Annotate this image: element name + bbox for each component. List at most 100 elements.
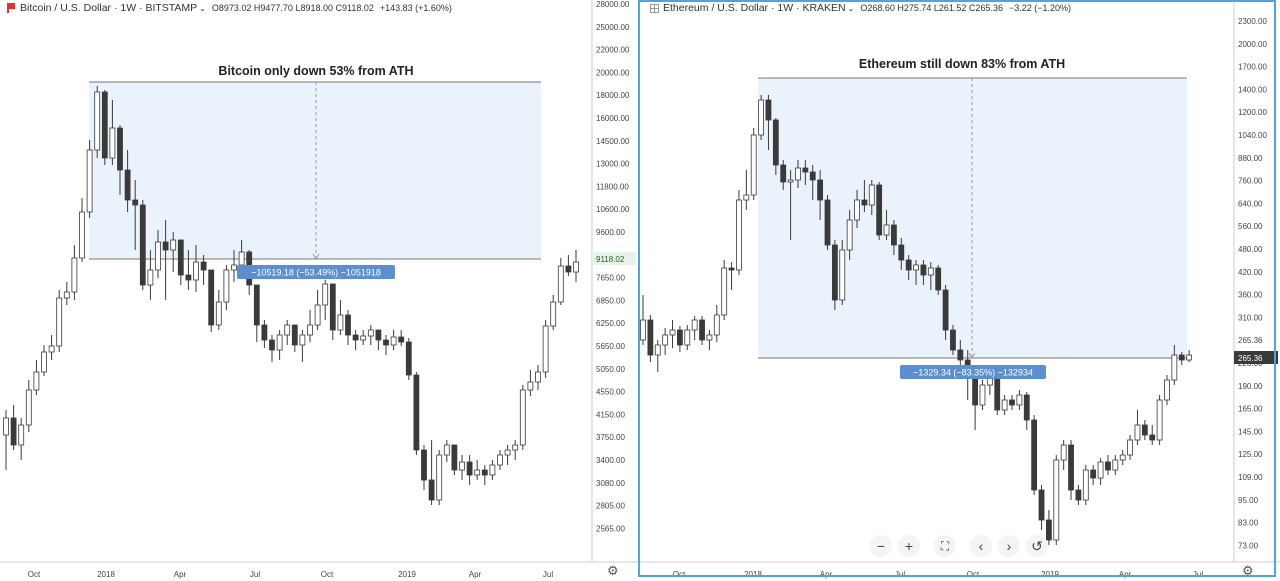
candle-body — [139, 204, 146, 286]
ethereum-chart-canvas[interactable]: 2300.00 2000.00 1700.00 1400.00 1200.00 1040.… — [638, 0, 1280, 581]
price-tick-label: 16000.00 — [596, 114, 630, 123]
price-tick-label: 880.00 — [1238, 154, 1263, 163]
candle-body — [451, 444, 458, 471]
bitcoin-chart-canvas[interactable]: 28000.00 25000.00 22000.00 20000.00 18000.00… — [0, 0, 638, 581]
gear-icon[interactable]: ⚙ — [1242, 563, 1254, 578]
candle-body — [772, 119, 779, 166]
last-price-tag: 265.36 — [1238, 354, 1263, 363]
zoom-out-button[interactable]: − — [870, 535, 892, 557]
candle-body — [208, 269, 215, 326]
candle-body — [170, 239, 177, 251]
price-tick-label: 190.00 — [1238, 382, 1263, 391]
candle-body — [550, 301, 557, 327]
price-tick-label: 73.00 — [1238, 541, 1259, 550]
price-tick-label: 5050.00 — [596, 365, 625, 374]
measure-arrow-head — [968, 352, 976, 359]
candle-body — [56, 297, 63, 347]
price-tick-label: 1700.00 — [1238, 63, 1267, 72]
candle-body — [337, 314, 344, 331]
time-tick-label: 2019 — [1041, 570, 1059, 579]
price-tick-label: 109.00 — [1238, 473, 1263, 482]
measure-label: −10519.18 (−53.49%) −1051918 — [251, 268, 381, 278]
price-tick-label: 95.00 — [1238, 496, 1259, 505]
candle-body — [713, 314, 720, 336]
candle-body — [573, 261, 579, 273]
candle-body — [935, 267, 942, 291]
candle-body — [1097, 461, 1104, 479]
candle-body — [1127, 439, 1133, 456]
zoom-in-button[interactable]: + — [898, 535, 920, 557]
candle-body — [699, 319, 705, 341]
candle-body — [535, 371, 541, 383]
candle-body — [1001, 399, 1008, 411]
bitcoin-chart-pane[interactable]: 28000.00 25000.00 22000.00 20000.00 18000.00… — [0, 0, 638, 581]
scroll-left-button[interactable]: ‹ — [970, 535, 992, 557]
candle-body — [1105, 461, 1111, 471]
candle-body — [124, 169, 131, 201]
flag-icon[interactable] — [6, 3, 16, 13]
last-price-tag-bg — [592, 252, 636, 265]
candle-body — [706, 334, 713, 341]
candle-body — [215, 301, 222, 326]
candle-body — [1156, 399, 1163, 441]
candle-body — [957, 349, 964, 361]
chevron-down-icon[interactable]: ⌄ — [199, 3, 206, 13]
candle-body — [854, 199, 860, 221]
price-tick-label: 22000.00 — [596, 46, 630, 55]
candle-body — [231, 264, 237, 271]
chevron-down-icon[interactable]: ⌄ — [847, 3, 855, 13]
candle-body — [1186, 354, 1193, 361]
gear-icon[interactable]: ⚙ — [607, 563, 619, 578]
candle-body — [291, 324, 298, 346]
candle-body — [284, 324, 291, 336]
candle-body — [1045, 519, 1052, 541]
time-tick-label: Apr — [469, 570, 482, 579]
candle-body — [390, 336, 397, 346]
drawdown-measure-box — [89, 82, 541, 259]
reset-chart-button[interactable]: ↺ — [1026, 535, 1048, 557]
candle-body — [654, 344, 661, 356]
candle-body — [132, 199, 139, 206]
scroll-right-button[interactable]: › — [998, 535, 1020, 557]
candle-body — [824, 199, 831, 246]
ethereum-symbol[interactable]: Ethereum / U.S. Dollar · 1W · KRAKEN — [663, 2, 846, 14]
time-tick-label: Oct — [28, 570, 41, 579]
candle-body — [691, 319, 698, 331]
candle-body — [920, 264, 927, 276]
candle-body — [101, 91, 108, 159]
ethereum-change: −3.22 (−1.20%) — [1008, 3, 1072, 13]
price-tick-label: 28000.00 — [596, 0, 630, 9]
candle-body — [743, 194, 750, 201]
candle-body — [383, 339, 389, 346]
candle-body — [1090, 469, 1097, 479]
candle-body — [352, 334, 359, 341]
candle-body — [193, 261, 199, 281]
price-tick-label: 9600.00 — [596, 228, 625, 237]
candle-body — [33, 371, 40, 391]
measure-label: −1329.34 (−83.35%) −132934 — [913, 368, 1033, 378]
candle-body — [640, 319, 646, 341]
candle-body — [557, 265, 564, 303]
price-tick-label: 420.00 — [1238, 268, 1263, 277]
ethereum-chart-pane[interactable]: 2300.00 2000.00 1700.00 1400.00 1200.00 1040.… — [638, 0, 1280, 581]
time-tick-label: Oct — [967, 570, 980, 579]
candle-body — [177, 239, 184, 276]
candle-body — [868, 184, 875, 206]
time-tick-label: Oct — [321, 570, 334, 579]
fullscreen-button[interactable]: ⛶ — [934, 535, 956, 557]
candle-body — [185, 274, 192, 281]
candle-body — [1068, 444, 1074, 491]
last-price-tag-bg — [1234, 351, 1278, 364]
candle-body — [200, 261, 207, 271]
candle-body — [1082, 469, 1089, 501]
candle-body — [1053, 459, 1060, 541]
measure-label-bg — [237, 265, 395, 279]
candle-body — [109, 127, 116, 159]
candle-body — [1031, 419, 1038, 491]
candle-body — [565, 265, 572, 273]
chart-annotation: Ethereum still down 83% from ATH — [859, 57, 1065, 71]
candle-body — [162, 241, 169, 251]
chart-layout-icon[interactable] — [650, 3, 659, 13]
bitcoin-symbol[interactable]: Bitcoin / U.S. Dollar · 1W · BITSTAMP — [20, 2, 198, 14]
price-tick-label: 2805.00 — [596, 502, 625, 511]
